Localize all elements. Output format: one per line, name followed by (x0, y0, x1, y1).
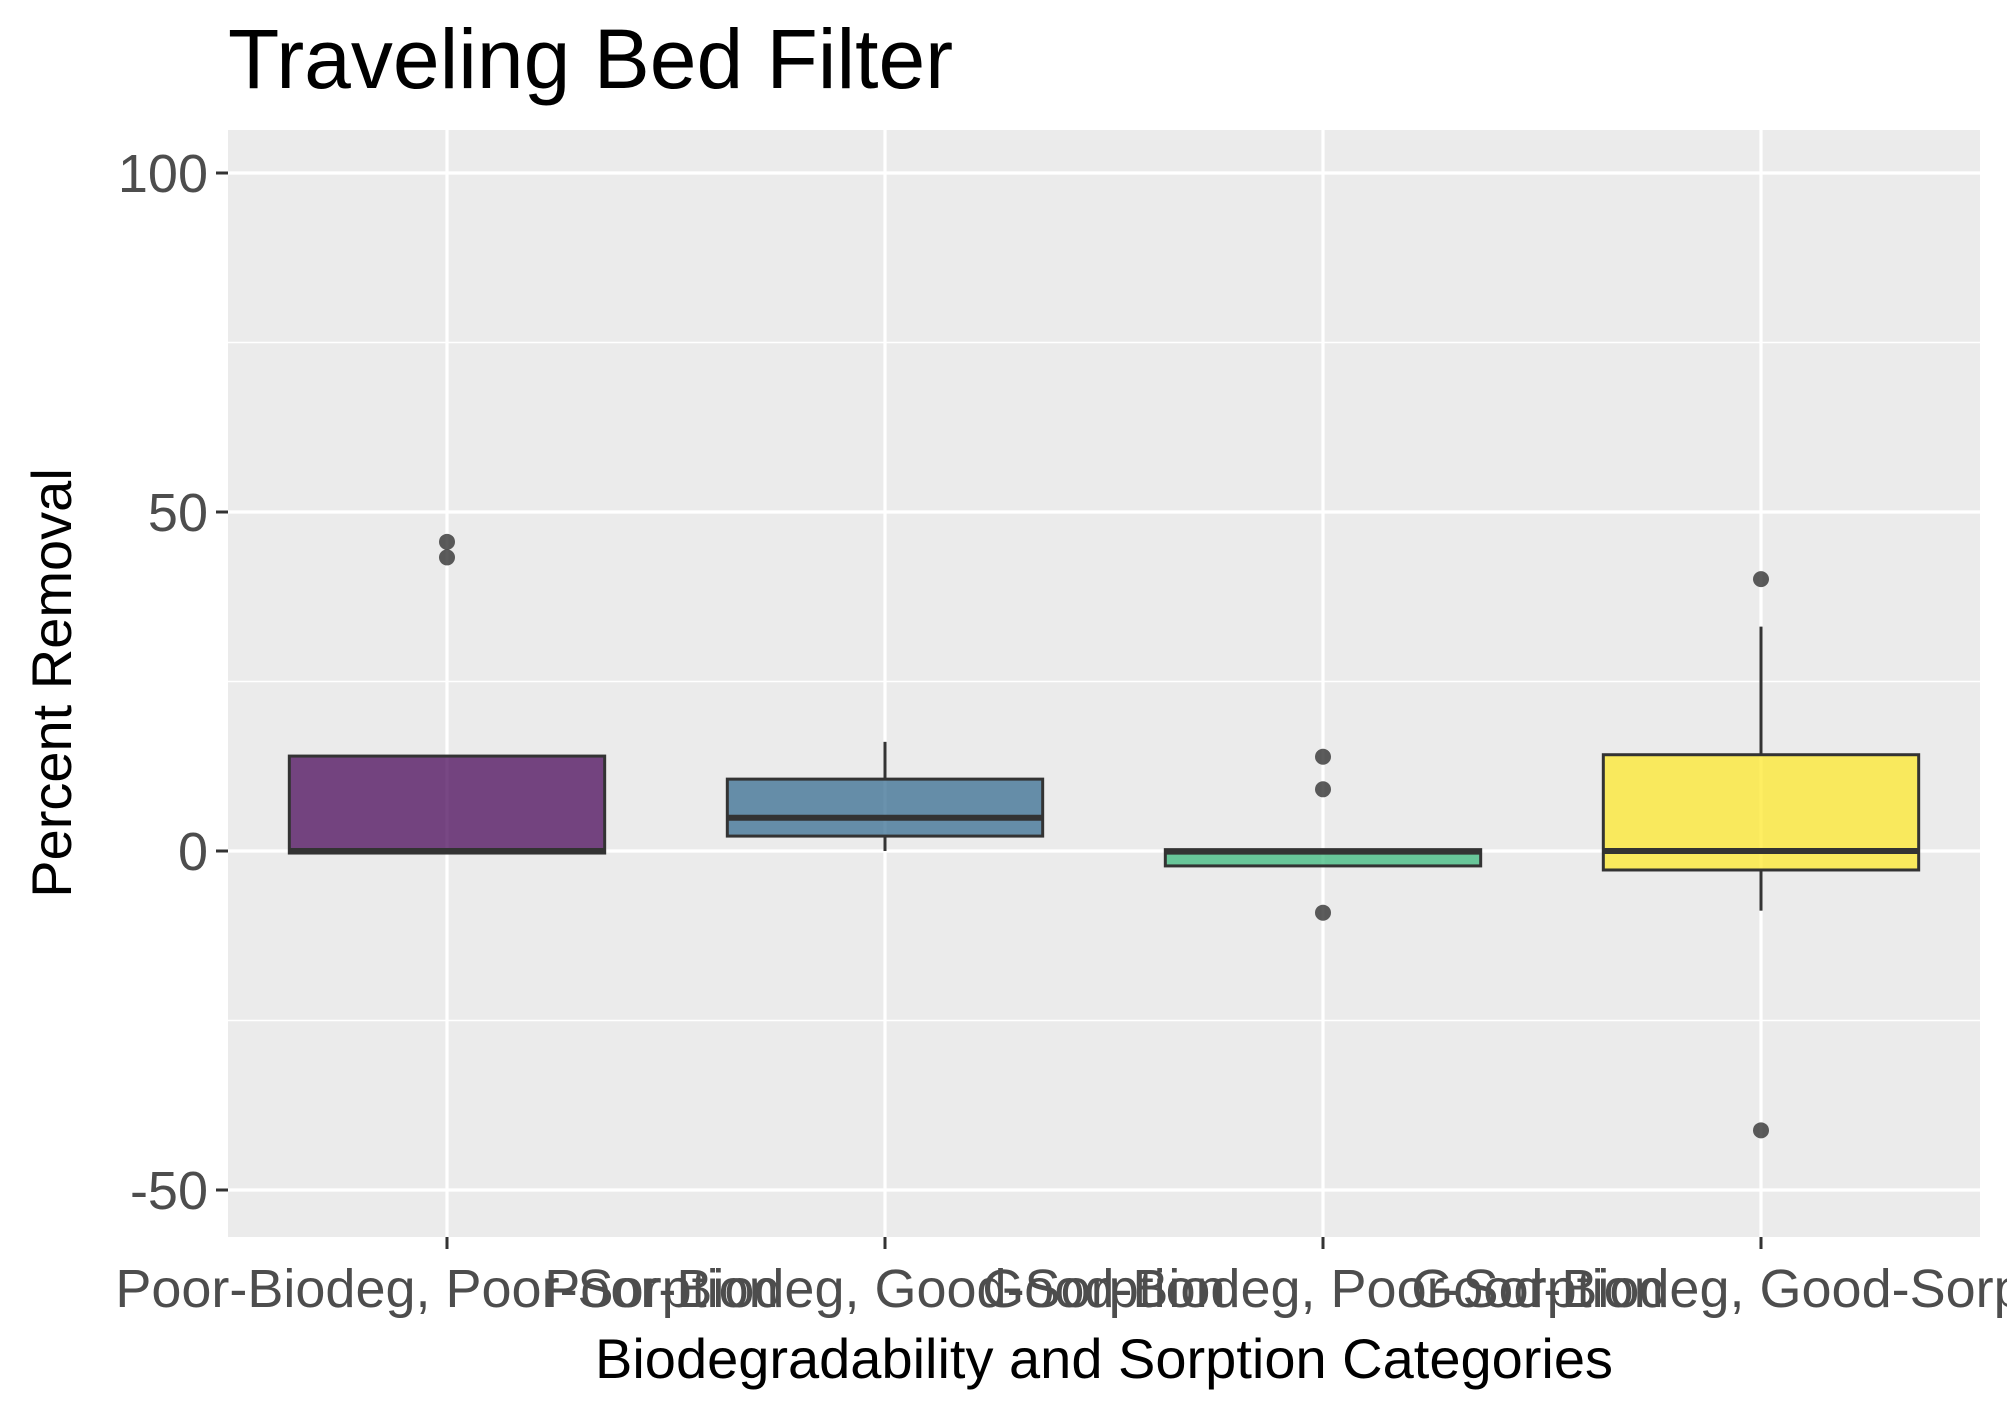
y-tick-label: 100 (118, 144, 208, 204)
outlier-point (1315, 781, 1331, 798)
box-group (1601, 571, 1921, 1139)
y-tick-label: 0 (178, 822, 208, 882)
x-tick-label: Poor-Biodeg, Poor-Sorption (115, 1259, 778, 1319)
outlier-point (1315, 748, 1331, 765)
axis-layer: 100 50 0 -50 Poor-Biodeg, Poor-SorptionPoor-… (115, 144, 2007, 1319)
box-layer (287, 533, 1921, 1139)
outlier-point (439, 533, 455, 550)
box (287, 754, 607, 855)
y-tick-label: -50 (130, 1161, 208, 1221)
box-group (725, 741, 1045, 851)
box-group (1163, 748, 1483, 921)
box-group (287, 533, 607, 855)
x-axis-title: Biodegradability and Sorption Categories (595, 1327, 1613, 1390)
box (725, 777, 1045, 838)
x-tick-label: Good-Biodeg, Good-Sorption (1411, 1259, 2007, 1319)
outlier-point (1753, 571, 1769, 588)
x-tick-label: Poor-Biodeg, Good-Sorption (544, 1259, 1225, 1319)
chart-title: Traveling Bed Filter (228, 12, 953, 106)
y-axis-title: Percent Removal (20, 468, 83, 898)
outlier-point (1753, 1122, 1769, 1139)
outlier-point (439, 549, 455, 566)
y-tick-label: 50 (148, 483, 208, 543)
plot-panel (228, 130, 1980, 1237)
x-tick-label: Good-Biodeg, Poor-Sorption (982, 1259, 1663, 1319)
outlier-point (1315, 904, 1331, 921)
